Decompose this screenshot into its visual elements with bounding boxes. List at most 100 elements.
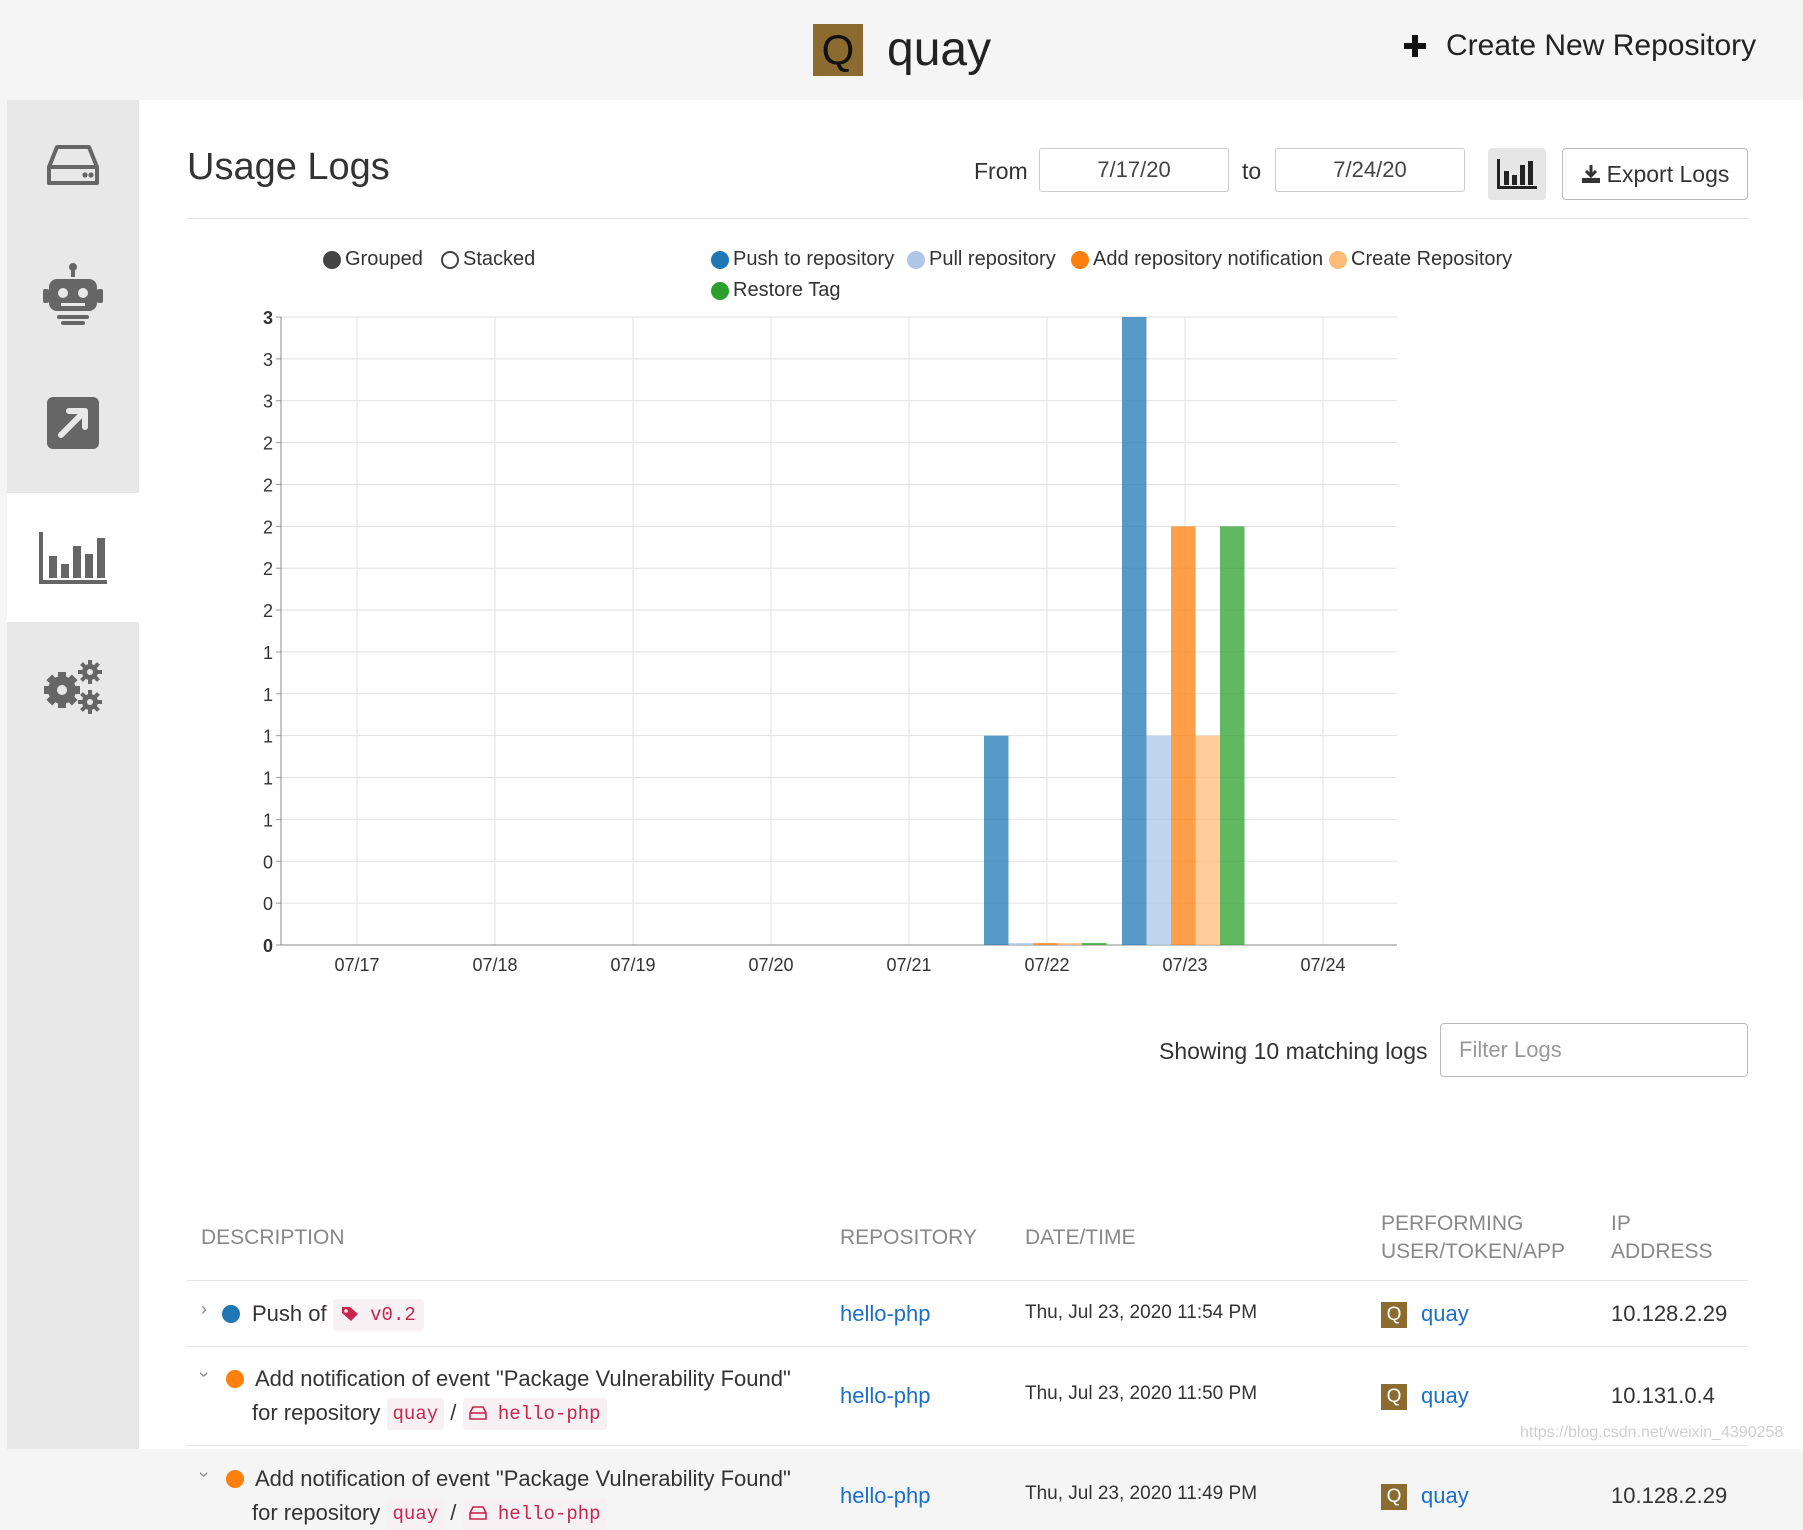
namespace-badge[interactable]: quay [386,1498,445,1530]
create-repository-button[interactable]: Create New Repository [1404,24,1756,68]
sidebar-item-robot-accounts[interactable] [7,229,139,358]
y-tick-label: 1 [263,685,273,705]
repository-link[interactable]: hello-php [840,1483,931,1508]
toggle-chart-button[interactable] [1488,148,1546,200]
legend-stacked-label: Stacked [463,248,536,270]
legend-series-restore-tag[interactable]: Restore Tag [711,279,840,302]
y-tick-label: 2 [263,559,273,579]
radio-unselected-icon [441,250,459,269]
y-tick-label: 2 [263,434,273,454]
legend-series-label: Restore Tag [733,279,841,301]
user-link[interactable]: quay [1421,1301,1469,1326]
bar [1146,735,1171,945]
bar [1082,943,1107,945]
tag-badge[interactable]: v0.2 [332,1299,424,1332]
sidebar-item-external-logins[interactable] [7,358,139,487]
y-tick-label: 3 [263,350,273,370]
to-date-input[interactable] [1275,148,1465,192]
y-tick-label: 0 [263,936,273,956]
log-description-line2: for repository quay / hello-php [252,1496,607,1530]
collapse-chevron-down-icon[interactable]: › [194,1371,215,1378]
legend-series-add-notification[interactable]: Add repository notification [1071,248,1323,271]
filter-logs-input[interactable] [1440,1023,1748,1077]
series-swatch [907,250,925,269]
x-tick-label: 07/18 [472,955,517,975]
main-panel: Usage Logs From to Export Logs Grouped S… [139,100,1803,1530]
column-header-performing-line1: PERFORMING [1381,1212,1524,1235]
collapse-chevron-down-icon[interactable]: › [194,1471,215,1478]
hard-drive-icon [468,1506,487,1520]
x-tick-label: 07/21 [886,955,931,975]
column-header-description[interactable]: DESCRIPTION [201,1226,345,1249]
repository-link[interactable]: hello-php [840,1383,931,1408]
user-link[interactable]: quay [1421,1383,1469,1408]
legend-series-pull[interactable]: Pull repository [907,248,1056,271]
legend-series-push[interactable]: Push to repository [711,248,894,271]
export-logs-button[interactable]: Export Logs [1562,148,1748,200]
path-separator: / [450,1500,457,1525]
bar-chart-icon [1497,159,1537,189]
external-link-icon [47,396,99,449]
sidebar [7,100,139,1449]
y-tick-label: 3 [263,392,273,412]
sidebar-item-settings[interactable] [7,622,139,751]
column-header-ip[interactable]: IP ADDRESS [1611,1210,1713,1266]
log-kind-dot [226,1470,244,1488]
title-divider [187,218,1748,219]
log-description-text: for repository [252,1500,381,1525]
gears-icon [44,659,102,714]
from-date-input[interactable] [1039,148,1229,192]
to-label: to [1242,158,1262,184]
y-tick-label: 0 [263,852,273,872]
y-tick-label: 1 [263,727,273,747]
plus-icon [1404,35,1426,57]
bar-chart-icon [39,531,107,584]
tag-name: v0.2 [370,1304,416,1327]
legend-stacked-toggle[interactable]: Stacked [441,248,535,271]
bar [1220,526,1245,945]
legend-series-label: Push to repository [733,248,895,270]
y-tick-label: 2 [263,517,273,537]
column-header-performing[interactable]: PERFORMING USER/TOKEN/APP [1381,1210,1565,1266]
namespace-brand[interactable]: Q quay [813,24,991,76]
repository-badge-name: hello-php [497,1403,601,1426]
repository-badge[interactable]: hello-php [462,1398,607,1431]
x-tick-label: 07/20 [748,955,793,975]
legend-series-create-repository[interactable]: Create Repository [1329,248,1512,271]
user-avatar: Q [1381,1484,1407,1511]
log-kind-dot [226,1370,244,1388]
log-description: Push of v0.2 [252,1297,424,1332]
hard-drive-icon [468,1406,487,1420]
namespace-badge[interactable]: quay [386,1398,445,1431]
matching-logs-count: Showing 10 matching logs [1159,1038,1428,1064]
robot-icon [43,262,103,325]
y-tick-label: 1 [263,769,273,789]
y-tick-label: 0 [263,894,273,914]
repository-link[interactable]: hello-php [840,1301,931,1326]
log-description-line1: Add notification of event "Package Vulne… [255,1366,791,1391]
user-avatar: Q [1381,1384,1407,1411]
series-swatch [1329,250,1347,269]
x-tick-label: 07/22 [1024,955,1069,975]
column-header-datetime[interactable]: DATE/TIME [1025,1226,1136,1249]
legend-series-label: Pull repository [929,248,1056,270]
expand-chevron-right-icon[interactable]: › [201,1299,207,1319]
y-tick-label: 3 [263,308,273,328]
sidebar-item-usage-logs[interactable] [7,493,139,622]
legend-grouped-toggle[interactable]: Grouped [323,248,423,271]
column-header-repository[interactable]: REPOSITORY [840,1226,977,1249]
ip-address: 10.128.2.29 [1611,1483,1728,1508]
series-swatch [711,281,729,300]
column-header-performing-line2: USER/TOKEN/APP [1381,1240,1565,1263]
sidebar-item-repositories[interactable] [7,100,139,229]
series-swatch [711,250,729,269]
ip-address: 10.128.2.29 [1611,1301,1728,1326]
user-link[interactable]: quay [1421,1483,1469,1508]
log-datetime: Thu, Jul 23, 2020 11:50 PM [1025,1383,1258,1404]
legend-series-label: Create Repository [1351,248,1513,270]
column-header-ip-line1: IP [1611,1212,1631,1235]
repository-badge[interactable]: hello-php [462,1498,607,1530]
